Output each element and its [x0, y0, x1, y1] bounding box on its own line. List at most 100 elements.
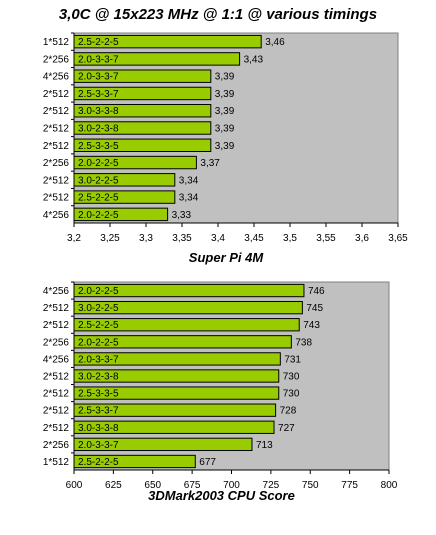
3dmark-timing-label: 2.5-3-3-7: [78, 406, 119, 417]
superpi-category-label: 4*256: [43, 72, 70, 83]
superpi-value-label: 3,33: [172, 210, 192, 221]
3dmark-bar: [73, 403, 277, 417]
superpi-timing-label: 2.0-2-2-5: [78, 210, 119, 221]
superpi-bar: [73, 34, 262, 49]
superpi-timing-label: 3.0-2-2-5: [78, 175, 119, 186]
3dmark-bar: [73, 369, 280, 383]
3dmark-value-label: 743: [303, 320, 320, 331]
superpi-x-tick-label: 3,2: [67, 233, 81, 244]
3dmark-bar: [73, 454, 196, 469]
3dmark-value-label: 731: [284, 354, 301, 365]
3dmark-category-label: 2*512: [43, 423, 70, 434]
3dmark-x-tick-label: 650: [144, 480, 161, 491]
superpi-x-axis-title: Super Pi 4M: [189, 250, 265, 265]
3dmark-timing-label: 2.0-3-3-7: [78, 440, 119, 451]
3dmark-timing-label: 2.0-3-3-7: [78, 354, 119, 365]
3dmark-category-label: 2*512: [43, 389, 70, 400]
3dmark-bar: [73, 420, 275, 434]
superpi-timing-label: 2.5-2-2-5: [78, 37, 119, 48]
superpi-category-label: 2*512: [43, 141, 70, 152]
superpi-category-label: 2*512: [43, 193, 70, 204]
superpi-category-label: 2*512: [43, 106, 70, 117]
3dmark-category-label: 2*512: [43, 303, 70, 314]
3dmark-bar: [73, 437, 253, 452]
superpi-bar: [73, 207, 169, 222]
3dmark-x-tick-label: 775: [341, 480, 358, 491]
superpi-category-label: 2*512: [43, 124, 70, 135]
3dmark-bar: [73, 352, 281, 366]
3dmark-timing-label: 2.0-2-2-5: [78, 286, 119, 297]
superpi-timing-label: 3.0-3-3-8: [78, 106, 119, 117]
superpi-value-label: 3,34: [179, 193, 199, 204]
superpi-x-tick-label: 3,65: [388, 233, 408, 244]
superpi-value-label: 3,39: [215, 141, 235, 152]
superpi-value-label: 3,37: [200, 158, 220, 169]
superpi-bar: [73, 121, 212, 135]
superpi-timing-label: 2.5-3-3-5: [78, 141, 119, 152]
superpi-bar: [73, 104, 212, 118]
3dmark-x-tick-label: 725: [263, 480, 280, 491]
superpi-x-tick-label: 3,5: [283, 233, 297, 244]
3dmark-timing-label: 3.0-2-2-5: [78, 303, 119, 314]
superpi-timing-label: 3.0-2-3-8: [78, 124, 119, 135]
3dmark-x-tick-label: 600: [66, 480, 83, 491]
3dmark-bar: [73, 283, 305, 298]
superpi-value-label: 3,34: [179, 175, 199, 186]
3dmark-value-label: 728: [280, 406, 297, 417]
superpi-bar: [73, 138, 212, 152]
superpi-category-label: 1*512: [43, 37, 70, 48]
3dmark-x-tick-label: 750: [302, 480, 319, 491]
3dmark-category-label: 2*256: [43, 440, 70, 451]
3dmark-x-tick-label: 700: [223, 480, 240, 491]
3dmark-x-tick-label: 800: [381, 480, 398, 491]
superpi-value-label: 3,39: [215, 89, 235, 100]
3dmark-category-label: 2*512: [43, 406, 70, 417]
superpi-bar: [73, 155, 197, 170]
3dmark-timing-label: 3.0-3-3-8: [78, 423, 119, 434]
superpi-value-label: 3,39: [215, 106, 235, 117]
3dmark-category-label: 2*256: [43, 337, 70, 348]
superpi-bar: [73, 69, 212, 83]
3dmark-value-label: 713: [256, 440, 273, 451]
superpi-timing-label: 2.5-3-3-7: [78, 89, 119, 100]
3dmark-bar: [73, 386, 280, 400]
superpi-x-tick-label: 3,3: [139, 233, 153, 244]
3dmark-timing-label: 3.0-2-3-8: [78, 372, 119, 383]
superpi-value-label: 3,46: [265, 37, 285, 48]
superpi-value-label: 3,43: [244, 54, 264, 65]
superpi-x-tick-label: 3,45: [244, 233, 264, 244]
superpi-value-label: 3,39: [215, 72, 235, 83]
superpi-x-tick-label: 3,4: [211, 233, 225, 244]
3dmark-category-label: 1*512: [43, 457, 70, 468]
superpi-bar: [73, 190, 176, 204]
3dmark-bar: [73, 335, 292, 349]
3dmark-value-label: 730: [283, 389, 300, 400]
3dmark-value-label: 677: [199, 457, 216, 468]
3dmark-bar: [73, 318, 300, 332]
superpi-bar: [73, 173, 176, 187]
3dmark-value-label: 745: [306, 303, 323, 314]
3dmark-bar: [73, 300, 303, 315]
superpi-category-label: 2*256: [43, 158, 70, 169]
superpi-bar: [73, 52, 241, 66]
3dmark-timing-label: 2.5-2-2-5: [78, 320, 119, 331]
3dmark-value-label: 746: [308, 286, 325, 297]
3dmark-timing-label: 2.5-3-3-5: [78, 389, 119, 400]
3dmark-timing-label: 2.5-2-2-5: [78, 457, 119, 468]
superpi-category-label: 4*256: [43, 210, 70, 221]
3dmark-value-label: 738: [295, 337, 312, 348]
main-title: 3,0C @ 15x223 MHz @ 1:1 @ various timing…: [58, 6, 378, 23]
superpi-timing-label: 2.0-2-2-5: [78, 158, 119, 169]
superpi-timing-label: 2.0-3-3-7: [78, 72, 119, 83]
superpi-timing-label: 2.0-3-3-7: [78, 54, 119, 65]
superpi-category-label: 2*512: [43, 89, 70, 100]
superpi-x-tick-label: 3,35: [172, 233, 192, 244]
3dmark-category-label: 4*256: [43, 354, 70, 365]
3dmark-timing-label: 2.0-2-2-5: [78, 337, 119, 348]
3dmark-value-label: 727: [278, 423, 295, 434]
superpi-value-label: 3,39: [215, 124, 235, 135]
3dmark-x-tick-label: 625: [105, 480, 122, 491]
superpi-category-label: 2*256: [43, 54, 70, 65]
superpi-bar: [73, 86, 212, 101]
